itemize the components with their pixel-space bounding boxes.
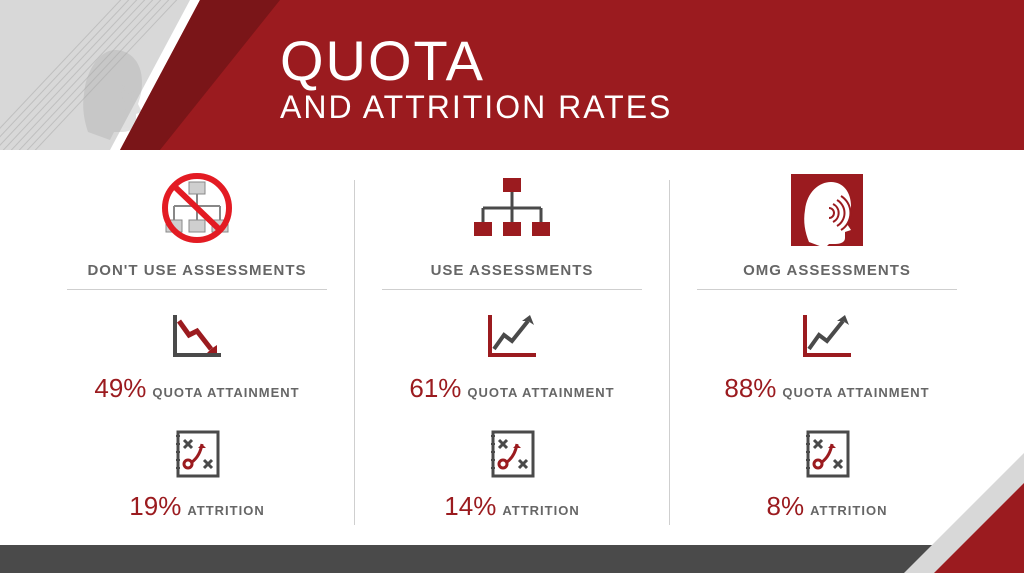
quota-label: QUOTA ATTAINMENT	[467, 385, 614, 400]
column-divider	[697, 289, 957, 290]
head-signal-icon	[789, 170, 865, 250]
trend-down-icon	[167, 308, 227, 363]
quota-pct: 61%	[409, 373, 461, 404]
tactic-board-icon	[487, 426, 537, 481]
header-banner: QUOTA AND ATTRITION RATES	[0, 0, 1024, 150]
header-left-graphic	[0, 0, 280, 150]
attrition-pct: 19%	[129, 491, 181, 522]
quota-label: QUOTA ATTAINMENT	[152, 385, 299, 400]
quota-label: QUOTA ATTAINMENT	[782, 385, 929, 400]
org-chart-prohibited-icon	[152, 170, 242, 250]
quota-metric: 49% QUOTA ATTAINMENT	[94, 373, 299, 404]
column-no-assessments: DON'T USE ASSESSMENTS 49% QUOTA ATTAINME…	[40, 170, 354, 535]
column-title: DON'T USE ASSESSMENTS	[87, 262, 306, 279]
title-main: QUOTA	[280, 28, 672, 93]
column-divider	[67, 289, 327, 290]
corner-triangle	[904, 453, 1024, 573]
attrition-label: ATTRITION	[810, 503, 887, 518]
attrition-metric: 19% ATTRITION	[129, 491, 264, 522]
trend-up-icon	[797, 308, 857, 363]
quota-metric: 88% QUOTA ATTAINMENT	[724, 373, 929, 404]
quota-pct: 49%	[94, 373, 146, 404]
column-title: OMG ASSESSMENTS	[743, 262, 911, 279]
quota-metric: 61% QUOTA ATTAINMENT	[409, 373, 614, 404]
attrition-metric: 14% ATTRITION	[444, 491, 579, 522]
content-area: DON'T USE ASSESSMENTS 49% QUOTA ATTAINME…	[0, 150, 1024, 545]
title-block: QUOTA AND ATTRITION RATES	[280, 28, 672, 126]
attrition-metric: 8% ATTRITION	[767, 491, 888, 522]
column-divider	[382, 289, 642, 290]
attrition-pct: 8%	[767, 491, 805, 522]
attrition-pct: 14%	[444, 491, 496, 522]
tactic-board-icon	[802, 426, 852, 481]
org-chart-icon	[462, 170, 562, 250]
title-sub: AND ATTRITION RATES	[280, 89, 672, 126]
tactic-board-icon	[172, 426, 222, 481]
column-use-assessments: USE ASSESSMENTS 61% QUOTA ATTAINMENT	[355, 170, 669, 535]
attrition-label: ATTRITION	[502, 503, 579, 518]
footer-bar	[0, 545, 1024, 573]
attrition-label: ATTRITION	[187, 503, 264, 518]
column-title: USE ASSESSMENTS	[431, 262, 594, 279]
trend-up-icon	[482, 308, 542, 363]
quota-pct: 88%	[724, 373, 776, 404]
